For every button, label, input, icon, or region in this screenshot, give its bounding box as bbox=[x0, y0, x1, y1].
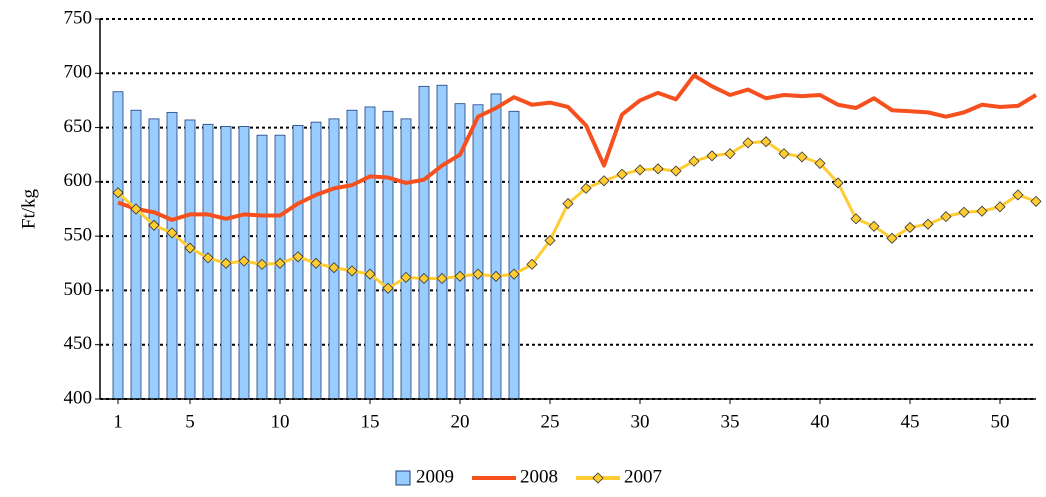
marker bbox=[148, 219, 160, 231]
x-tick-label: 40 bbox=[811, 411, 830, 432]
x-tick-label: 30 bbox=[631, 411, 650, 432]
legend-label: 2008 bbox=[520, 466, 558, 487]
y-tick-label: 550 bbox=[64, 225, 93, 246]
x-tick-label: 45 bbox=[901, 411, 920, 432]
marker bbox=[940, 211, 952, 223]
marker bbox=[1012, 189, 1024, 201]
marker bbox=[436, 272, 448, 285]
bar bbox=[328, 118, 340, 400]
marker bbox=[382, 282, 394, 294]
marker bbox=[832, 177, 844, 189]
marker bbox=[652, 163, 664, 175]
marker bbox=[472, 268, 484, 280]
marker bbox=[598, 175, 610, 187]
marker bbox=[760, 136, 772, 148]
y-tick-label: 400 bbox=[64, 387, 93, 408]
marker bbox=[184, 242, 196, 254]
marker bbox=[508, 268, 520, 280]
y-tick-label: 450 bbox=[64, 333, 93, 354]
bar bbox=[400, 118, 412, 400]
marker bbox=[490, 270, 502, 282]
marker bbox=[562, 198, 574, 210]
bar bbox=[148, 118, 160, 400]
marker bbox=[274, 257, 286, 269]
bar bbox=[436, 84, 448, 400]
legend-marker bbox=[592, 472, 604, 484]
marker bbox=[742, 137, 754, 149]
y-tick-label: 750 bbox=[64, 7, 93, 28]
marker bbox=[922, 218, 934, 230]
marker bbox=[364, 268, 376, 280]
marker bbox=[616, 168, 628, 180]
y-axis-label: Ft/kg bbox=[18, 188, 39, 229]
bar bbox=[508, 110, 520, 400]
marker bbox=[454, 270, 466, 282]
legend-label: 2009 bbox=[416, 466, 454, 487]
marker bbox=[310, 257, 322, 269]
bar bbox=[184, 119, 196, 400]
marker bbox=[724, 148, 736, 160]
marker bbox=[202, 252, 214, 264]
y-tick-label: 700 bbox=[64, 62, 93, 83]
x-tick-label: 5 bbox=[185, 411, 195, 432]
x-tick-label: 15 bbox=[361, 411, 380, 432]
bar bbox=[112, 91, 124, 400]
marker bbox=[256, 258, 268, 270]
x-tick-label: 35 bbox=[721, 411, 740, 432]
marker bbox=[706, 150, 718, 162]
marker bbox=[688, 155, 700, 167]
legend-label: 2007 bbox=[624, 466, 662, 487]
bar bbox=[472, 104, 484, 400]
marker bbox=[994, 201, 1006, 213]
marker bbox=[976, 205, 988, 217]
marker bbox=[1030, 195, 1042, 207]
marker bbox=[112, 187, 124, 199]
marker bbox=[886, 232, 898, 244]
marker bbox=[868, 220, 880, 232]
marker bbox=[238, 255, 250, 267]
bar bbox=[418, 85, 430, 400]
bar bbox=[130, 109, 142, 400]
y-tick-label: 500 bbox=[64, 279, 93, 300]
marker bbox=[130, 203, 142, 215]
marker bbox=[904, 221, 916, 234]
legend-swatch bbox=[395, 470, 411, 486]
marker bbox=[778, 148, 790, 160]
marker bbox=[796, 151, 808, 163]
x-tick-label: 1 bbox=[113, 411, 123, 432]
marker bbox=[850, 213, 862, 225]
x-tick-label: 25 bbox=[541, 411, 560, 432]
marker bbox=[418, 272, 430, 285]
bar bbox=[490, 93, 502, 400]
marker bbox=[544, 234, 556, 247]
x-tick-label: 20 bbox=[451, 411, 470, 432]
y-tick-label: 650 bbox=[64, 116, 93, 137]
marker bbox=[526, 258, 538, 270]
marker bbox=[166, 227, 178, 239]
bar bbox=[364, 106, 376, 400]
marker bbox=[292, 251, 304, 263]
bar bbox=[166, 111, 178, 400]
line bbox=[117, 73, 1038, 222]
marker bbox=[670, 165, 682, 177]
y-tick-label: 600 bbox=[64, 170, 93, 191]
bar bbox=[382, 110, 394, 400]
x-tick-label: 10 bbox=[271, 411, 290, 432]
marker bbox=[346, 265, 358, 277]
marker bbox=[328, 262, 340, 274]
marker bbox=[814, 157, 826, 169]
marker bbox=[400, 271, 412, 283]
bar bbox=[346, 109, 358, 400]
marker bbox=[220, 257, 232, 269]
marker bbox=[580, 182, 592, 194]
marker bbox=[634, 164, 646, 176]
line bbox=[116, 140, 1037, 290]
marker bbox=[958, 206, 970, 218]
x-tick-label: 50 bbox=[991, 411, 1010, 432]
